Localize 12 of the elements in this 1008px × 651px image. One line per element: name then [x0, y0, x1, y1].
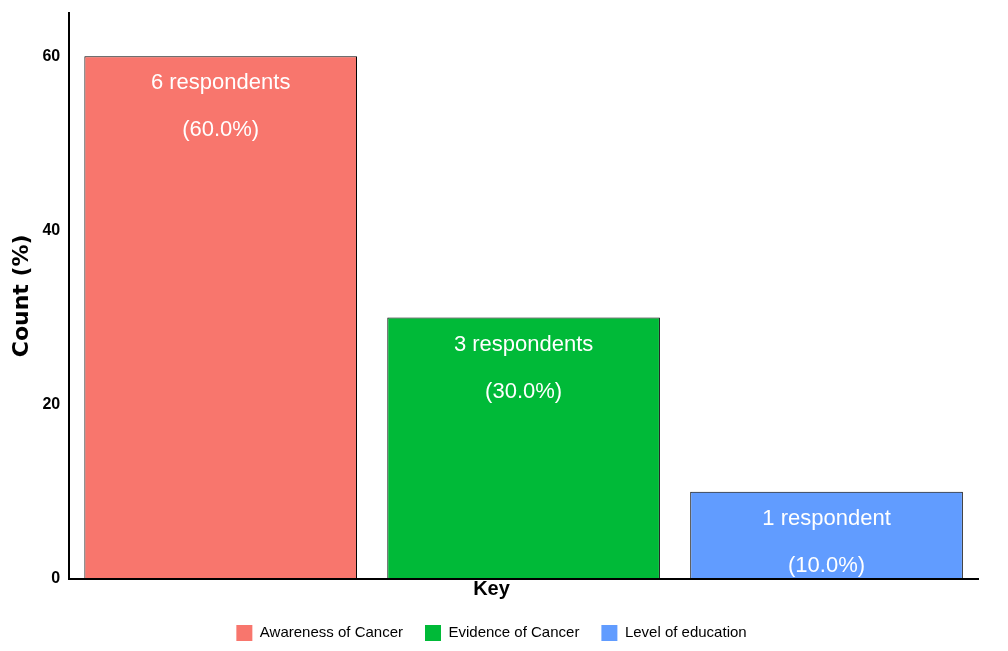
legend-label: Awareness of Cancer	[259, 623, 403, 641]
legend-label: Level of education	[624, 623, 747, 641]
y-axis-title: Count (%)	[7, 234, 33, 358]
y-tick-label: 20	[42, 395, 61, 413]
data-label: 1 respondent (10.0%)	[762, 504, 891, 577]
y-tick-label: 60	[42, 46, 61, 64]
y-tick-label: 40	[42, 220, 61, 238]
legend-label: Evidence of Cancer	[448, 623, 580, 641]
y-tick-label: 0	[51, 569, 61, 587]
data-label: 3 respondents (30.0%)	[453, 330, 594, 403]
data-label: 6 respondents (60.0%)	[150, 69, 291, 142]
legend-title: Key	[473, 576, 511, 599]
